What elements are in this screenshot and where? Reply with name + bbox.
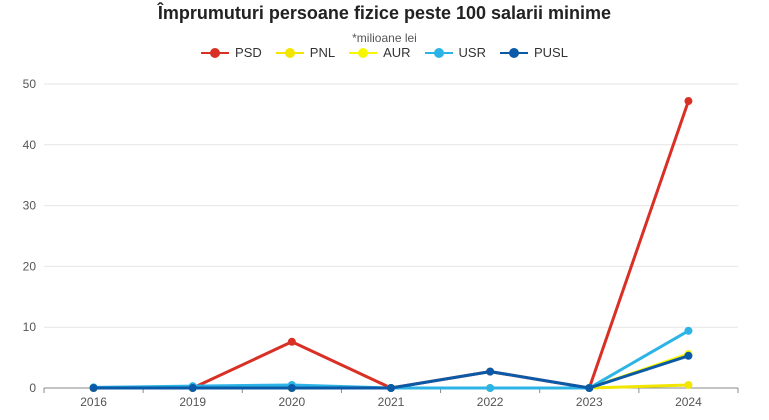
legend-label-usr: USR <box>458 45 486 60</box>
x-tick-label: 2022 <box>477 395 504 409</box>
legend-swatch-aur <box>349 47 378 59</box>
data-point-psd <box>684 97 693 106</box>
y-tick-label: 0 <box>29 381 36 395</box>
legend-label-pnl: PNL <box>309 45 336 60</box>
data-point-usr <box>684 326 693 335</box>
y-tick-label: 40 <box>23 138 37 152</box>
legend-item-psd[interactable]: PSD <box>201 45 262 60</box>
x-tick-label: 2016 <box>80 395 107 409</box>
data-point-pusl <box>287 384 296 392</box>
data-point-pusl <box>486 367 495 376</box>
legend: PSD PNL AUR USR PUSL <box>0 45 769 60</box>
data-point-pusl <box>684 351 693 360</box>
legend-label-pusl: PUSL <box>533 45 568 60</box>
legend-label-aur: AUR <box>383 45 411 60</box>
legend-swatch-pnl <box>275 47 304 59</box>
data-point-pusl <box>387 384 395 392</box>
y-tick-label: 10 <box>23 320 37 334</box>
legend-item-usr[interactable]: USR <box>424 45 486 60</box>
series-line-psd <box>93 100 690 390</box>
legend-item-aur[interactable]: AUR <box>349 45 411 60</box>
data-point-pnl <box>684 380 693 389</box>
data-point-pusl <box>89 384 98 392</box>
legend-swatch-pusl <box>499 47 528 59</box>
data-point-pusl <box>585 384 594 392</box>
x-tick-label: 2024 <box>675 395 702 409</box>
legend-swatch-psd <box>201 47 230 59</box>
data-point-pusl <box>188 384 197 392</box>
legend-swatch-usr <box>424 47 453 59</box>
legend-item-pnl[interactable]: PNL <box>275 45 336 60</box>
legend-item-pusl[interactable]: PUSL <box>499 45 568 60</box>
chart-subtitle: *milioane lei <box>352 31 417 45</box>
x-tick-label: 2021 <box>378 395 405 409</box>
y-tick-label: 30 <box>23 199 37 213</box>
x-tick-label: 2023 <box>576 395 603 409</box>
x-tick-label: 2020 <box>279 395 306 409</box>
data-point-usr <box>486 384 495 392</box>
data-point-psd <box>287 337 296 346</box>
chart-title: Împrumuturi persoane fizice peste 100 sa… <box>157 3 612 23</box>
x-tick-label: 2019 <box>179 395 206 409</box>
legend-label-psd: PSD <box>235 45 262 60</box>
y-tick-label: 20 <box>23 259 37 273</box>
y-tick-label: 50 <box>23 77 37 91</box>
